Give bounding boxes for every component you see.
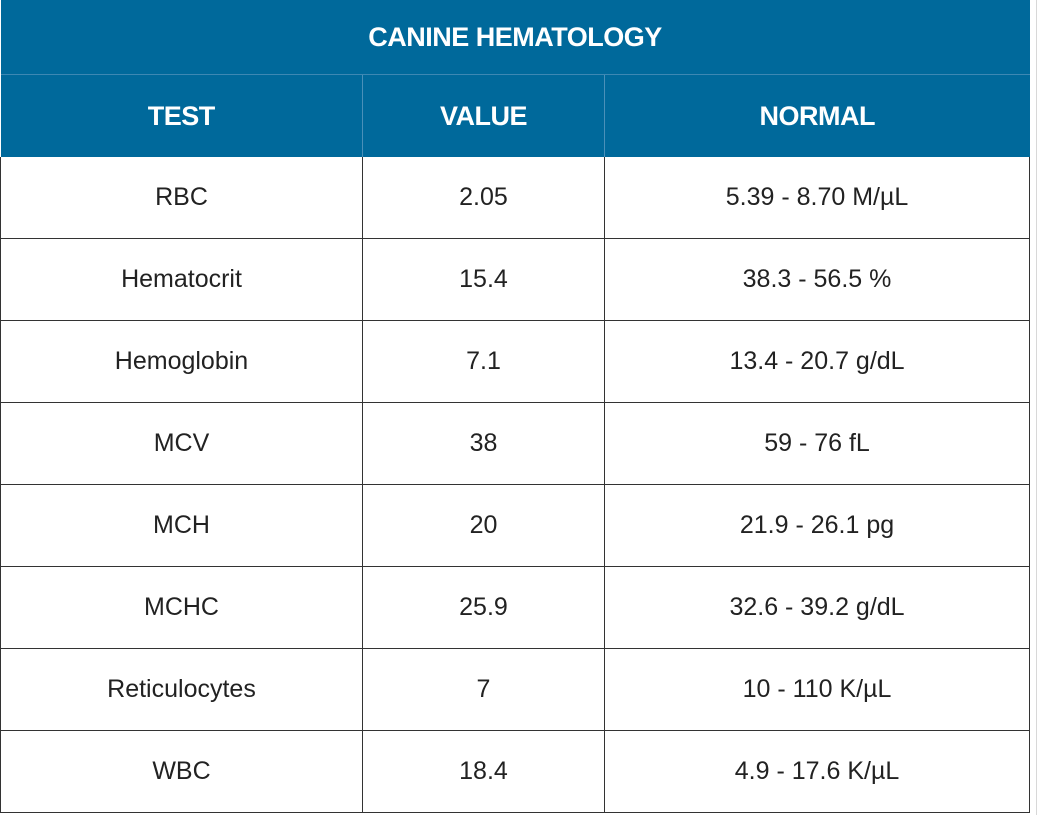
page-edge-divider — [1036, 0, 1037, 815]
cell-test: WBC — [0, 730, 363, 813]
table-row: WBC 18.4 4.9 - 17.6 K/µL — [0, 730, 1031, 813]
table-row: Reticulocytes 7 10 - 110 K/µL — [0, 648, 1031, 731]
cell-normal-range: 21.9 - 26.1 pg — [603, 484, 1031, 567]
cell-normal-range: 10 - 110 K/µL — [603, 648, 1031, 731]
column-header-row: TEST VALUE NORMAL — [0, 74, 1030, 157]
table-row: RBC 2.05 5.39 - 8.70 M/µL — [0, 157, 1031, 239]
table-row: Hematocrit 15.4 38.3 - 56.5 % — [0, 238, 1031, 321]
table-title: CANINE HEMATOLOGY — [0, 0, 1030, 75]
cell-test: Hematocrit — [0, 238, 363, 321]
cell-value: 7 — [362, 648, 605, 731]
cell-test: RBC — [0, 157, 363, 239]
table-title-row: CANINE HEMATOLOGY — [0, 0, 1030, 75]
cell-value: 20 — [362, 484, 605, 567]
column-header-test: TEST — [0, 74, 363, 157]
cell-normal-range: 13.4 - 20.7 g/dL — [603, 320, 1031, 403]
cell-test: MCH — [0, 484, 363, 567]
cell-test: MCHC — [0, 566, 363, 649]
cell-test: Reticulocytes — [0, 648, 363, 731]
column-header-value: VALUE — [362, 74, 605, 157]
cell-value: 7.1 — [362, 320, 605, 403]
cell-test: MCV — [0, 402, 363, 485]
cell-normal-range: 59 - 76 fL — [603, 402, 1031, 485]
column-header-normal: NORMAL — [603, 74, 1030, 157]
cell-value: 38 — [362, 402, 605, 485]
table-row: MCV 38 59 - 76 fL — [0, 402, 1031, 485]
table-row: MCH 20 21.9 - 26.1 pg — [0, 484, 1031, 567]
table-body: RBC 2.05 5.39 - 8.70 M/µL Hematocrit 15.… — [0, 157, 1031, 813]
cell-normal-range: 4.9 - 17.6 K/µL — [603, 730, 1031, 813]
cell-normal-range: 32.6 - 39.2 g/dL — [603, 566, 1031, 649]
table-row: Hemoglobin 7.1 13.4 - 20.7 g/dL — [0, 320, 1031, 403]
cell-value: 2.05 — [362, 157, 605, 239]
table-row: MCHC 25.9 32.6 - 39.2 g/dL — [0, 566, 1031, 649]
cell-test: Hemoglobin — [0, 320, 363, 403]
cell-value: 18.4 — [362, 730, 605, 813]
cell-normal-range: 5.39 - 8.70 M/µL — [603, 157, 1031, 239]
cell-normal-range: 38.3 - 56.5 % — [603, 238, 1031, 321]
cell-value: 25.9 — [362, 566, 605, 649]
cell-value: 15.4 — [362, 238, 605, 321]
